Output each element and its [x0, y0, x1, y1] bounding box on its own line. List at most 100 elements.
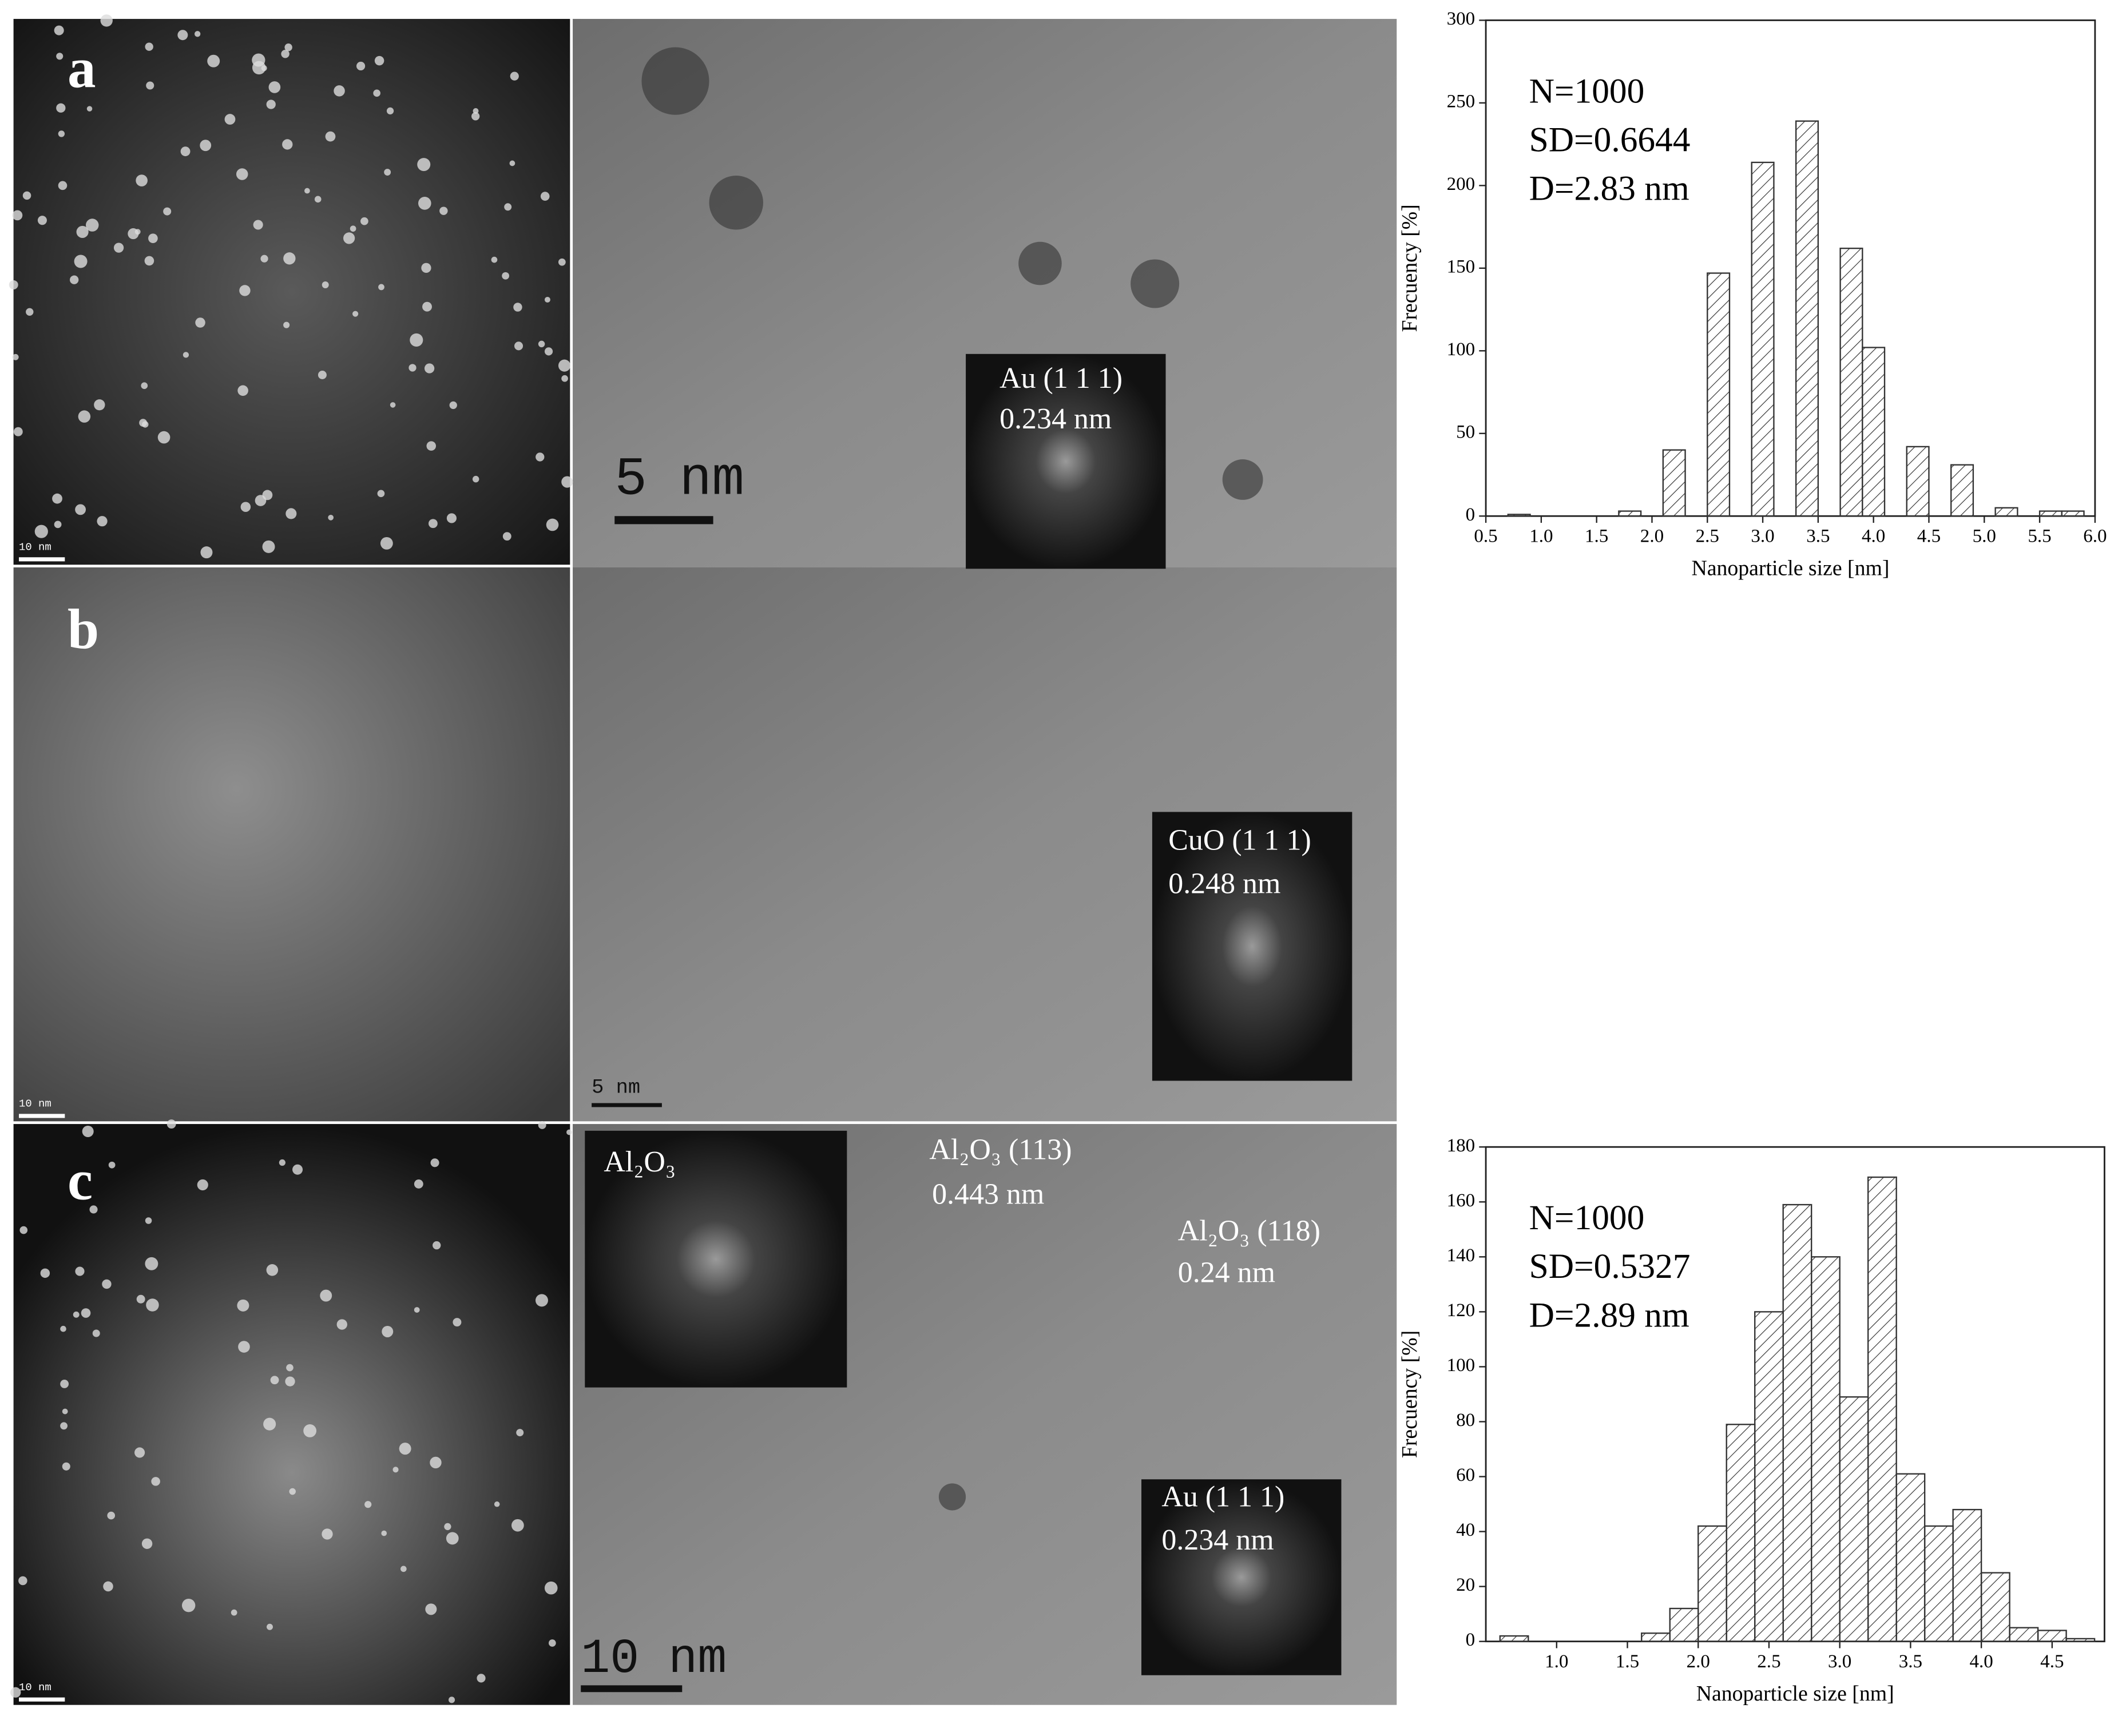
particle: [34, 525, 48, 538]
particle: [60, 1422, 68, 1430]
x-tick-label: 5.5: [2028, 526, 2051, 547]
particle: [12, 353, 19, 360]
particle: [75, 1266, 85, 1276]
particle: [283, 252, 296, 265]
particle: [453, 1318, 462, 1327]
fft-inset: [1152, 812, 1352, 1081]
particle: [22, 191, 31, 200]
particle: [1018, 241, 1062, 285]
annotation: D=2.83 nm: [1529, 169, 1689, 208]
bar: [1669, 1607, 1699, 1642]
x-tick-label: 4.0: [1969, 1651, 1993, 1672]
particle: [471, 112, 480, 121]
particle: [260, 255, 268, 263]
particle: [107, 1511, 116, 1520]
particle: [239, 285, 251, 296]
particle: [74, 255, 88, 268]
particle: [52, 493, 62, 504]
scale-label: 5 nm: [614, 449, 744, 510]
bar: [1697, 1525, 1727, 1642]
particle: [58, 181, 68, 190]
particle: [146, 1298, 159, 1312]
particle: [207, 54, 220, 67]
particle: [336, 1319, 347, 1330]
x-tick-label: 5.0: [1973, 526, 1996, 547]
particle: [566, 1129, 572, 1135]
particle: [422, 301, 432, 312]
annotation: Au (1 1 1): [1161, 1481, 1284, 1513]
haadf-image: [13, 1124, 570, 1705]
particle: [70, 275, 79, 284]
particle: [103, 1581, 113, 1592]
particle: [390, 402, 396, 408]
particle: [262, 540, 275, 553]
y-tick-label: 100: [1447, 1355, 1476, 1376]
particle: [538, 340, 545, 348]
particle: [477, 1674, 486, 1683]
particle: [195, 31, 201, 37]
particle: [399, 1443, 411, 1455]
y-tick-label: 40: [1456, 1520, 1475, 1540]
particle: [195, 317, 205, 328]
particle: [544, 347, 553, 356]
x-tick-label: 3.0: [1751, 526, 1774, 547]
particle: [494, 1501, 500, 1507]
particle: [320, 1289, 332, 1302]
particle: [938, 1483, 966, 1511]
scale-label: 10 nm: [19, 1681, 51, 1694]
plot-frame: [1485, 19, 2096, 517]
particle: [252, 53, 265, 67]
y-tick-label: 140: [1447, 1245, 1476, 1266]
particle: [237, 385, 248, 396]
particle: [62, 1408, 68, 1415]
y-tick-label: 0: [1466, 1630, 1476, 1650]
y-tick-label: 250: [1447, 91, 1476, 112]
particle: [19, 1226, 28, 1234]
particle: [328, 515, 334, 521]
x-tick-label: 2.5: [1696, 526, 1719, 547]
particle: [516, 1429, 524, 1437]
micrographs: [13, 19, 1397, 1705]
particle: [282, 139, 293, 150]
annotation: 0.234 nm: [999, 403, 1112, 435]
scale-label: 10 nm: [19, 1098, 51, 1110]
fft-inset: [585, 1130, 847, 1388]
bar: [1923, 1525, 1954, 1642]
panel-label: b: [68, 598, 99, 661]
particle: [266, 1264, 279, 1276]
particle: [360, 217, 368, 225]
particle: [237, 1299, 249, 1312]
bar: [1754, 1311, 1784, 1642]
x-tick-label: 2.5: [1757, 1651, 1780, 1672]
particle: [511, 1519, 524, 1532]
particle: [279, 1159, 285, 1166]
particle: [350, 225, 356, 232]
annotation: Al₂O₃ (113): [929, 1134, 1072, 1166]
particle: [141, 1538, 153, 1549]
particle: [197, 1179, 208, 1191]
particle: [544, 296, 550, 303]
x-tick-label: 6.0: [2083, 526, 2107, 547]
particle: [548, 1639, 556, 1647]
particle: [200, 546, 213, 559]
particle: [145, 1217, 152, 1224]
particle: [253, 220, 263, 230]
y-tick-label: 150: [1447, 256, 1476, 277]
particle: [92, 1329, 100, 1337]
particle: [86, 219, 99, 232]
bar: [2037, 1630, 2067, 1642]
particle: [136, 174, 148, 186]
particle: [37, 216, 47, 225]
particle: [444, 1523, 451, 1531]
bar: [1950, 464, 1974, 517]
annotation: D=2.89 nm: [1529, 1296, 1689, 1334]
annotation: CuO (1 1 1): [1168, 824, 1311, 857]
particle: [381, 1530, 387, 1536]
particle: [54, 521, 62, 529]
particle: [181, 1599, 196, 1612]
bar: [1795, 120, 1819, 517]
particle: [281, 49, 289, 58]
particle: [148, 233, 158, 244]
bar: [1994, 507, 2018, 517]
x-tick-label: 4.5: [1917, 526, 1941, 547]
